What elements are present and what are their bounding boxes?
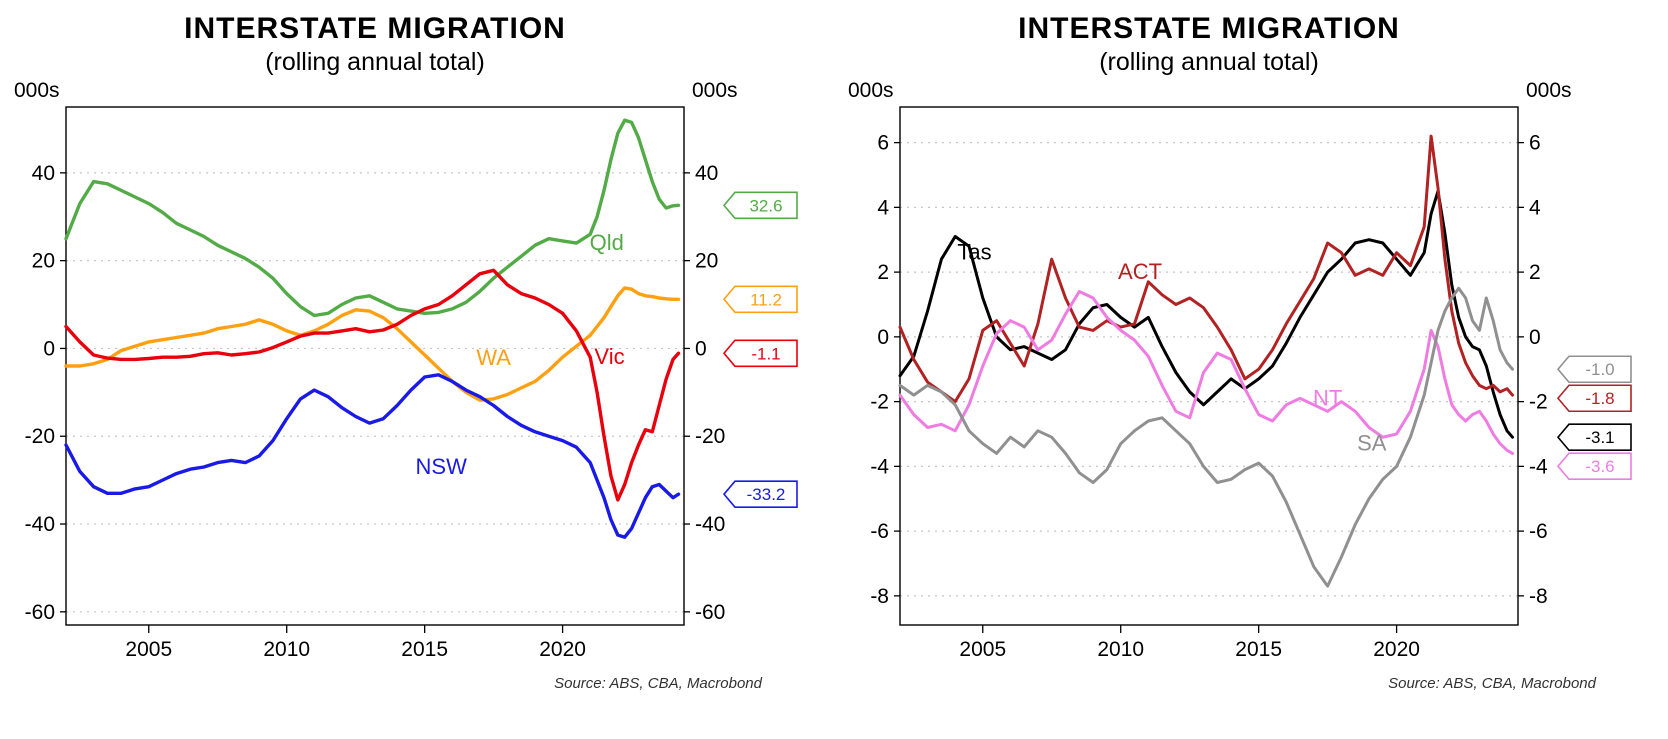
series-label-Qld: Qld xyxy=(590,230,624,255)
x-axis-tick-label: 2010 xyxy=(263,638,310,661)
axis-unit-label-left: 000s xyxy=(848,79,894,102)
axis-unit-label-left: 000s xyxy=(14,79,60,102)
end-value-label-Vic: -1.1 xyxy=(751,344,780,363)
x-axis-tick-label: 2020 xyxy=(1373,638,1420,661)
y-axis-tick-label-right: -8 xyxy=(1529,585,1548,608)
y-axis-tick-label-right: -20 xyxy=(695,425,725,448)
y-axis-tick-label-right: -2 xyxy=(1529,391,1548,414)
plot-border xyxy=(899,106,1519,626)
chart-panel-left: INTERSTATE MIGRATION (rolling annual tot… xyxy=(14,12,798,692)
y-axis-tick-label-right: -4 xyxy=(1529,455,1548,478)
series-line-WA xyxy=(64,286,681,402)
y-axis-tick-label-left: -40 xyxy=(25,513,55,536)
end-value-label-WA: 11.2 xyxy=(750,290,782,309)
y-axis-tick-label-right: -60 xyxy=(695,601,725,624)
end-value-badge-NSW xyxy=(722,480,798,508)
series-label-WA: WA xyxy=(476,345,511,370)
y-axis-tick-label-left: 4 xyxy=(877,196,889,219)
y-axis-tick-label-left: 20 xyxy=(32,250,55,273)
x-axis-tick-label: 2015 xyxy=(401,638,448,661)
series-label-Vic: Vic xyxy=(594,344,624,369)
end-value-label-NSW: -33.2 xyxy=(747,485,786,504)
x-axis-tick-label: 2005 xyxy=(959,638,1006,661)
y-axis-tick-label-left: 2 xyxy=(877,261,889,284)
chart-title: INTERSTATE MIGRATION xyxy=(1018,12,1400,45)
series-line-NT xyxy=(898,290,1514,455)
series-label-NT: NT xyxy=(1313,385,1342,410)
y-axis-tick-label-left: -2 xyxy=(870,391,889,414)
axis-unit-label-right: 000s xyxy=(1526,79,1572,102)
line-chart-right: -8 -8 -6 -6 -4 -4 -2 -2 0 0 2 2 4 4 6 6 2005 2010 2015 2020… xyxy=(848,79,1632,661)
source-note: Source: ABS, CBA, Macrobond xyxy=(1388,675,1596,692)
end-value-badge-NT xyxy=(1556,452,1632,481)
chart-subtitle: (rolling annual total) xyxy=(1099,48,1319,76)
series-line-ACT xyxy=(898,134,1514,404)
x-axis-tick-label: 2005 xyxy=(125,638,172,661)
end-value-badge-WA xyxy=(722,285,798,314)
y-axis-tick-label-right: -40 xyxy=(695,513,725,536)
end-value-label-ACT: -1.8 xyxy=(1585,389,1614,408)
y-axis-tick-label-left: -6 xyxy=(870,520,889,543)
y-axis-tick-label-left: 0 xyxy=(877,326,889,349)
y-axis-tick-label-left: -4 xyxy=(870,455,889,478)
series-line-NSW xyxy=(64,373,681,539)
y-axis-tick-label-right: -6 xyxy=(1529,520,1548,543)
x-axis-tick-label: 2010 xyxy=(1097,638,1144,661)
end-value-label-Tas: -3.1 xyxy=(1585,428,1614,447)
x-axis-tick-label: 2020 xyxy=(539,638,586,661)
y-axis-tick-label-left: -8 xyxy=(870,585,889,608)
y-axis-tick-label-right: 6 xyxy=(1529,132,1541,155)
series-line-Vic xyxy=(64,268,681,502)
series-label-Tas: Tas xyxy=(957,240,991,265)
end-value-label-NT: -3.6 xyxy=(1585,457,1614,476)
y-axis-tick-label-right: 40 xyxy=(695,162,718,185)
y-axis-tick-label-left: 6 xyxy=(877,132,889,155)
y-axis-tick-label-left: -60 xyxy=(25,601,55,624)
y-axis-tick-label-right: 0 xyxy=(1529,326,1541,349)
series-line-Tas xyxy=(898,189,1514,439)
end-value-badge-Vic xyxy=(722,339,798,368)
axis-unit-label-right: 000s xyxy=(692,79,738,102)
series-line-Qld xyxy=(64,118,681,318)
y-axis-tick-label-left: -20 xyxy=(25,425,55,448)
end-value-badge-SA xyxy=(1556,355,1632,384)
series-label-ACT: ACT xyxy=(1118,259,1162,284)
chart-title: INTERSTATE MIGRATION xyxy=(184,12,566,45)
y-axis-tick-label-right: 0 xyxy=(695,337,707,360)
end-value-badge-Qld xyxy=(722,191,798,220)
series-line-SA xyxy=(898,286,1514,588)
end-value-label-Qld: 32.6 xyxy=(749,196,782,215)
end-value-badge-ACT xyxy=(1556,384,1632,413)
series-label-NSW: NSW xyxy=(416,454,468,479)
end-value-label-SA: -1.0 xyxy=(1585,360,1614,379)
chart-subtitle: (rolling annual total) xyxy=(265,48,485,76)
chart-panel-right: INTERSTATE MIGRATION (rolling annual tot… xyxy=(834,0,1668,739)
x-axis-tick-label: 2015 xyxy=(1235,638,1282,661)
end-value-badge-Tas xyxy=(1556,423,1632,452)
y-axis-tick-label-right: 4 xyxy=(1529,196,1541,219)
source-note: Source: ABS, CBA, Macrobond xyxy=(554,675,762,692)
y-axis-tick-label-left: 40 xyxy=(32,162,55,185)
y-axis-tick-label-right: 20 xyxy=(695,250,718,273)
series-label-SA: SA xyxy=(1357,431,1387,456)
y-axis-tick-label-right: 2 xyxy=(1529,261,1541,284)
y-axis-tick-label-left: 0 xyxy=(43,337,55,360)
